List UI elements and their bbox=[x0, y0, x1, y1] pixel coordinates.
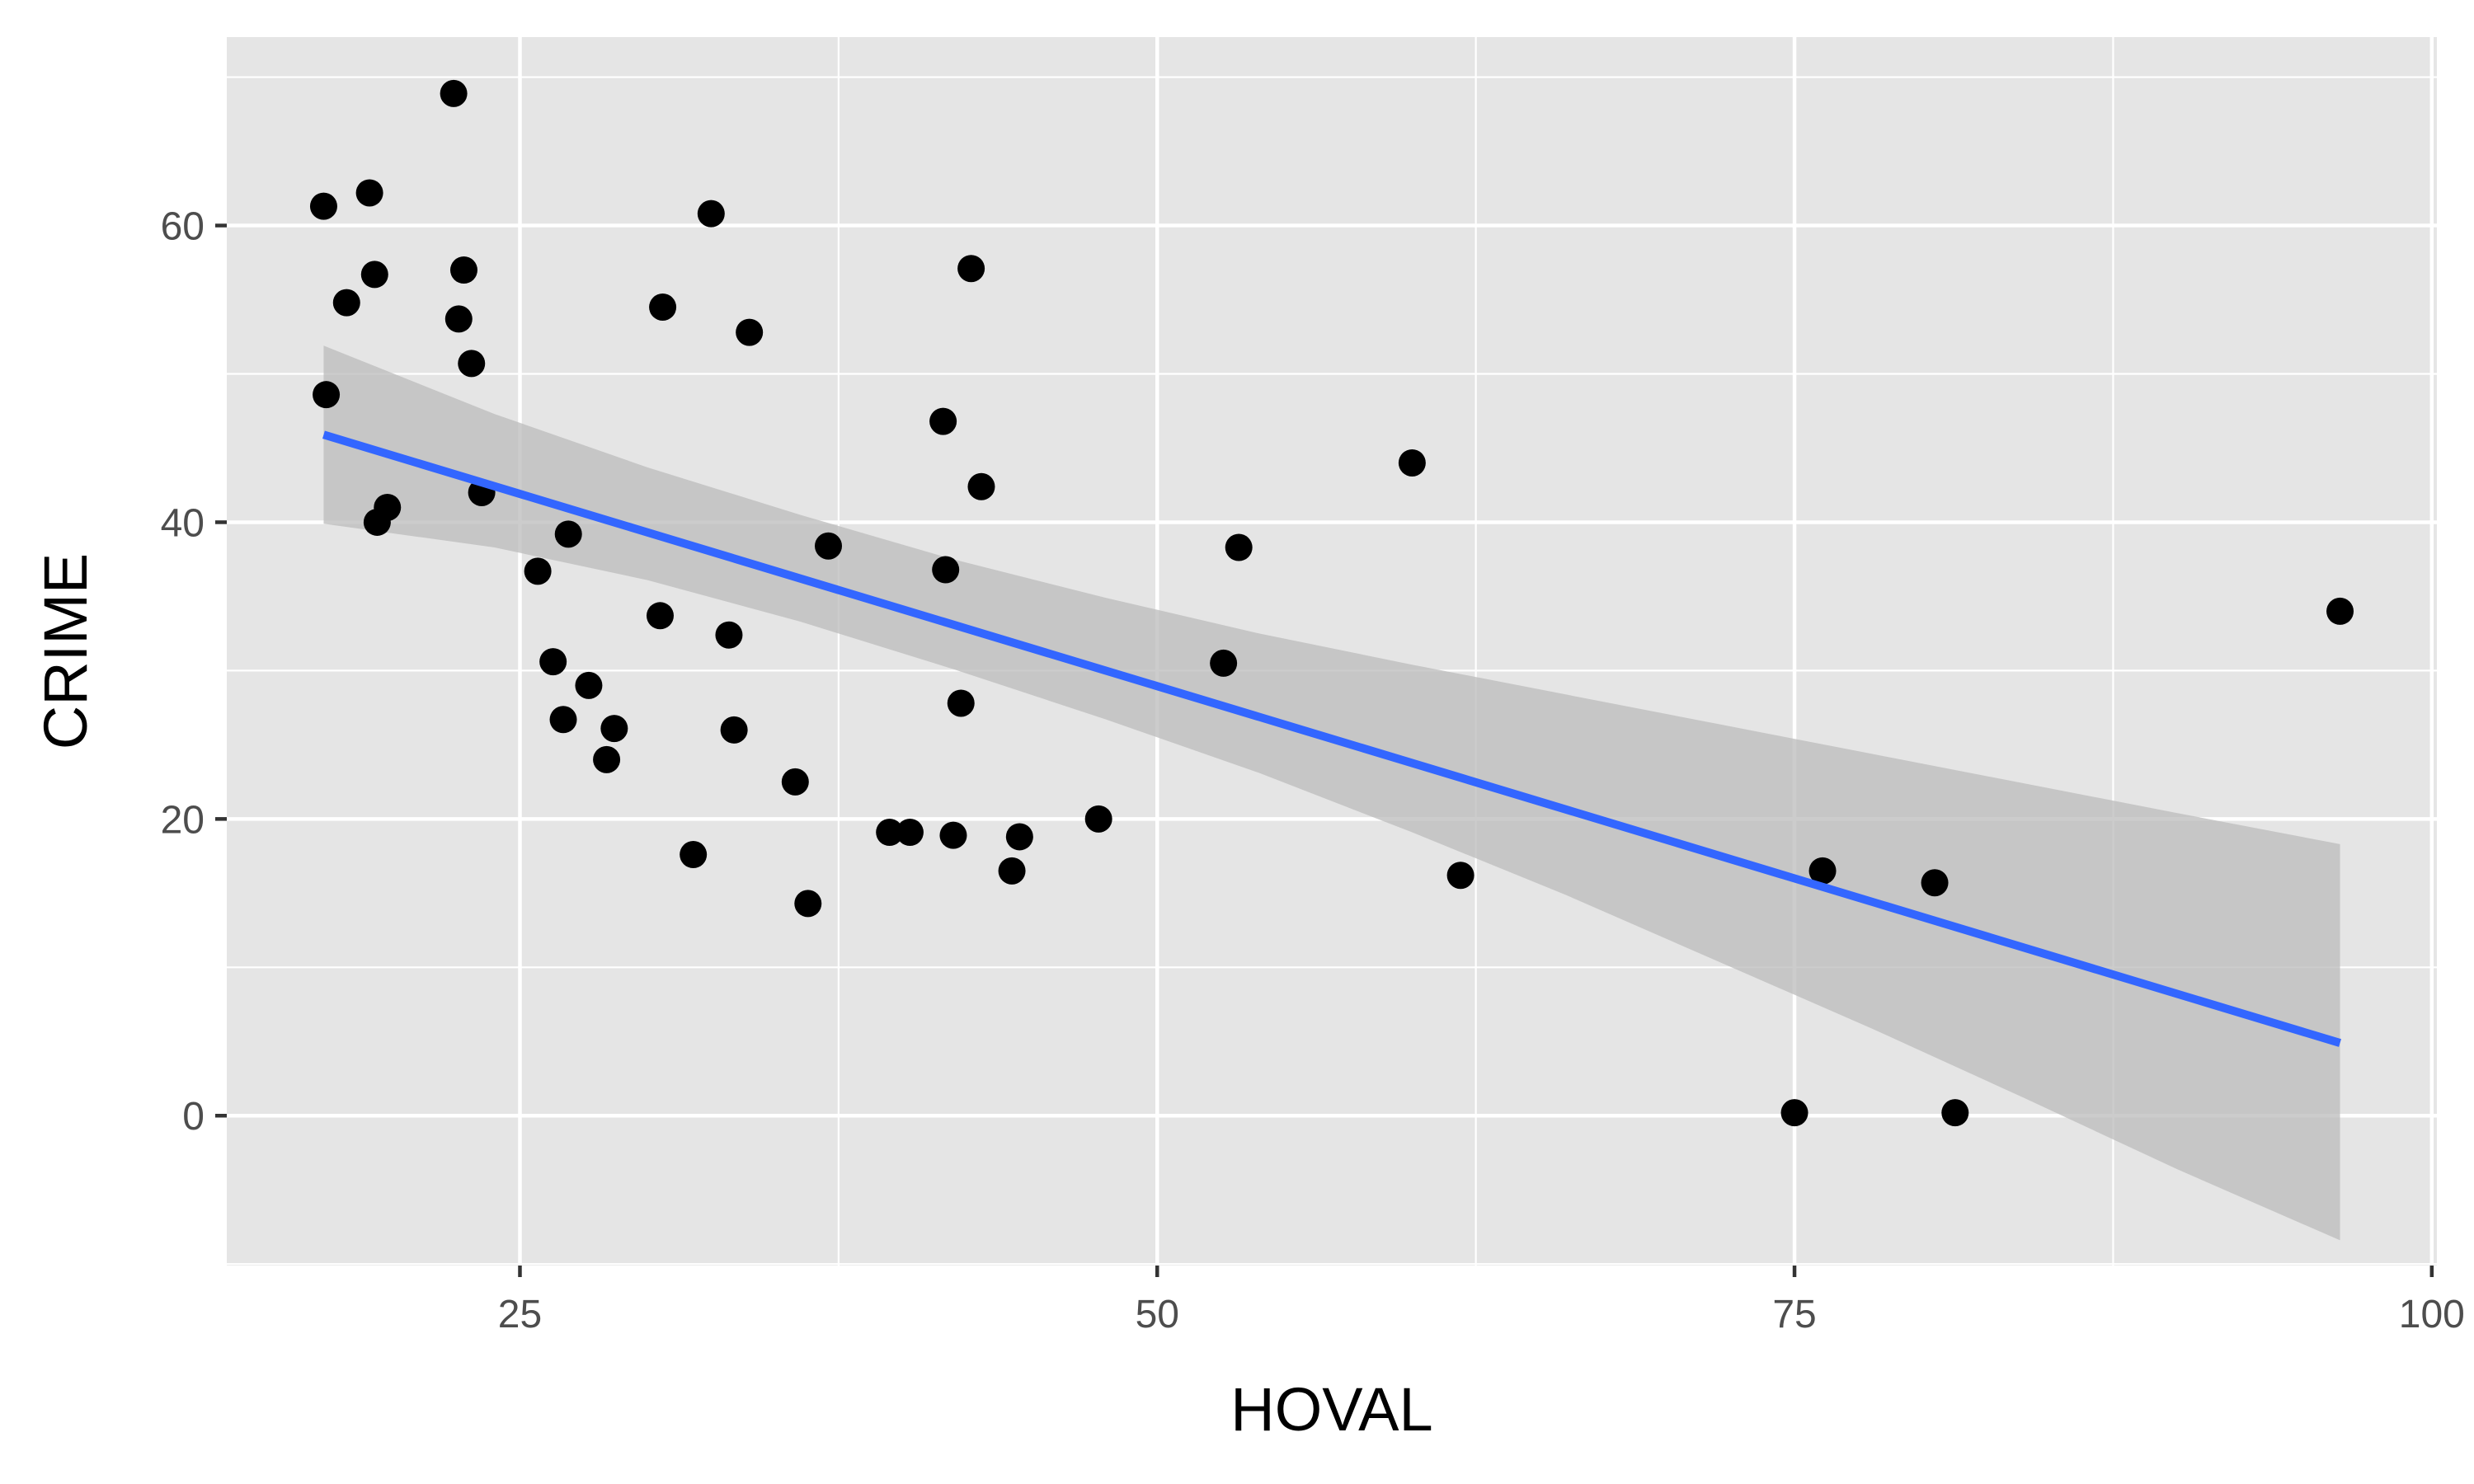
data-point bbox=[781, 768, 809, 796]
data-point bbox=[680, 841, 708, 869]
data-point bbox=[932, 556, 960, 584]
data-point bbox=[1005, 823, 1033, 851]
data-point bbox=[1780, 1099, 1808, 1127]
data-point bbox=[440, 79, 468, 107]
data-point bbox=[715, 621, 743, 649]
data-point bbox=[549, 706, 577, 734]
x-tick-labels: 25 50 75 100 bbox=[498, 1293, 2465, 1336]
data-point bbox=[1808, 857, 1837, 885]
data-point bbox=[524, 557, 552, 585]
data-point bbox=[539, 648, 567, 676]
data-point bbox=[1210, 649, 1238, 677]
x-tick-label: 25 bbox=[498, 1293, 542, 1336]
x-axis-title: HOVAL bbox=[1230, 1375, 1432, 1444]
data-point bbox=[998, 857, 1026, 885]
data-point bbox=[957, 255, 985, 283]
data-point bbox=[309, 192, 337, 220]
data-point bbox=[1225, 533, 1253, 561]
data-point bbox=[1084, 805, 1112, 833]
data-point bbox=[1446, 862, 1475, 890]
data-point bbox=[313, 381, 341, 409]
data-point bbox=[649, 294, 677, 322]
y-tick-label: 0 bbox=[182, 1095, 205, 1139]
y-axis-title: CRIME bbox=[31, 553, 100, 749]
data-point bbox=[876, 819, 904, 847]
data-point bbox=[736, 318, 764, 346]
data-point bbox=[815, 532, 843, 560]
data-point bbox=[360, 261, 388, 289]
data-point bbox=[449, 256, 477, 284]
data-point bbox=[575, 671, 603, 699]
y-tick-labels: 0 20 40 60 bbox=[161, 205, 205, 1139]
x-tick-label: 100 bbox=[2399, 1293, 2465, 1336]
data-point bbox=[374, 493, 402, 521]
axis-ticks bbox=[215, 223, 2434, 1277]
data-point bbox=[1398, 448, 1426, 477]
data-point bbox=[939, 821, 967, 849]
y-tick-label: 60 bbox=[161, 205, 205, 249]
data-point bbox=[947, 689, 975, 717]
data-point bbox=[593, 745, 621, 773]
data-point bbox=[2326, 597, 2354, 625]
data-point bbox=[929, 407, 957, 435]
data-point bbox=[554, 520, 582, 548]
data-point bbox=[1941, 1099, 1969, 1127]
data-point bbox=[355, 179, 383, 207]
data-point bbox=[1921, 869, 1949, 897]
regression-line bbox=[322, 430, 2341, 1047]
data-point bbox=[458, 350, 486, 378]
data-point bbox=[896, 819, 924, 847]
x-tick-label: 75 bbox=[1772, 1293, 1816, 1336]
x-tick-label: 50 bbox=[1136, 1293, 1179, 1336]
data-point bbox=[794, 890, 822, 918]
confidence-band bbox=[323, 345, 2340, 1241]
y-tick-label: 40 bbox=[161, 501, 205, 545]
data-point bbox=[600, 715, 628, 743]
data-point bbox=[332, 289, 360, 317]
data-point bbox=[720, 716, 748, 744]
data-point bbox=[967, 472, 995, 500]
y-tick-label: 20 bbox=[161, 798, 205, 842]
data-point bbox=[697, 200, 725, 228]
data-point bbox=[444, 305, 473, 333]
data-point bbox=[646, 602, 674, 630]
